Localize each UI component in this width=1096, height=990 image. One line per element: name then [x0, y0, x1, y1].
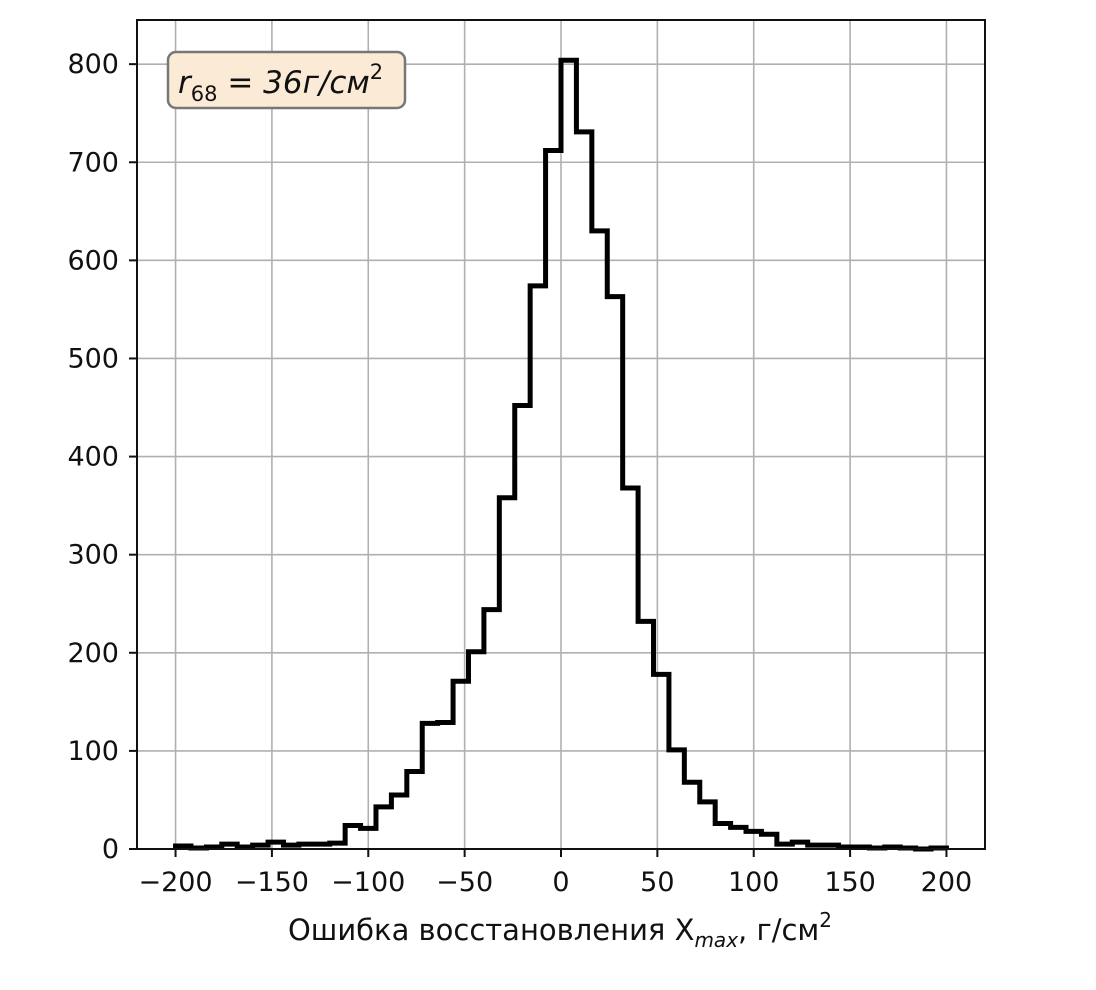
x-tick-label: 50	[640, 867, 674, 898]
x-axis-label: Ошибка восстановления Xmax, г/см2	[288, 908, 832, 952]
y-axis-ticks: 0 100 200 300 400 500 600 700 800	[67, 49, 137, 865]
annotation-subscript: 68	[191, 82, 218, 106]
y-tick-label: 800	[67, 49, 119, 80]
x-tick-label: 200	[921, 867, 973, 898]
x-tick-label: −200	[138, 867, 212, 898]
y-tick-label: 700	[67, 147, 119, 178]
annotation-r: r	[178, 65, 193, 101]
annotation-equals: = 36г/см	[217, 65, 369, 101]
y-tick-label: 600	[67, 245, 119, 276]
y-tick-label: 400	[67, 442, 119, 473]
x-tick-label: −100	[331, 867, 405, 898]
x-tick-label: 0	[552, 867, 569, 898]
y-tick-label: 0	[102, 834, 119, 865]
x-axis-label-superscript: 2	[819, 908, 832, 932]
x-tick-label: 150	[824, 867, 876, 898]
y-tick-label: 300	[67, 540, 119, 571]
annotation-superscript: 2	[370, 60, 383, 84]
x-tick-label: 100	[728, 867, 780, 898]
x-axis-ticks: −200 −150 −100 −50 0 50 100 150 200	[138, 849, 972, 898]
y-tick-label: 100	[67, 736, 119, 767]
x-tick-label: −50	[436, 867, 493, 898]
annotation-text: r68 = 36г/см2	[178, 60, 383, 106]
y-tick-label: 500	[67, 343, 119, 374]
histogram-step-line	[173, 57, 949, 852]
x-axis-label-units: , г/см	[738, 913, 819, 947]
x-axis-label-main: Ошибка восстановления X	[288, 913, 695, 947]
x-tick-label: −150	[235, 867, 309, 898]
x-axis-label-subscript: max	[694, 928, 738, 952]
annotation-box: r68 = 36г/см2	[166, 50, 407, 110]
annotation-background	[166, 50, 407, 110]
y-tick-label: 200	[67, 638, 119, 669]
